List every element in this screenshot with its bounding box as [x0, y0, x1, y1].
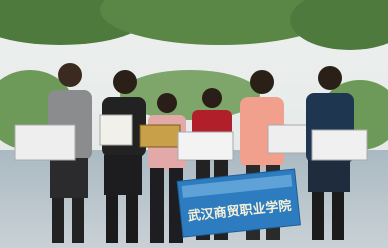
banner: 武汉商贸职业学院: [177, 169, 300, 237]
page: 武汉商贸职业学院 (() => { const data = JSON.pars…: [0, 0, 388, 248]
photo: 武汉商贸职业学院: [0, 0, 388, 248]
